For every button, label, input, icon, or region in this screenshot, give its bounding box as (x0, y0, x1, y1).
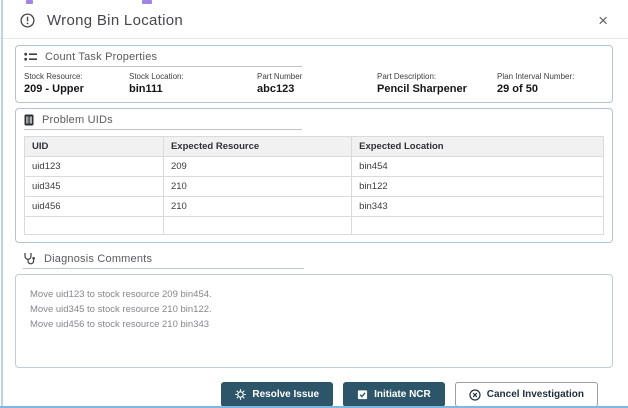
column-header-expected-resource: Expected Resource (162, 136, 353, 157)
table-row: uid123 209 bin454 (24, 156, 604, 177)
cell-uid (24, 216, 164, 235)
dialog-title: Wrong Bin Location (47, 12, 184, 29)
property-plan-interval: Plan Interval Number: 29 of 50 (497, 72, 604, 95)
problem-uids-section: Problem UIDs UID Expected Resource Expec… (15, 108, 613, 243)
initiate-ncr-button[interactable]: Initiate NCR (343, 382, 445, 407)
property-label: Part Description: (377, 72, 437, 81)
column-header-uid: UID (24, 136, 164, 157)
comment-line: Move uid123 to stock resource 209 bin454… (30, 289, 212, 300)
property-value: Pencil Sharpener (377, 83, 467, 95)
close-icon[interactable]: × (598, 11, 608, 30)
cancel-investigation-button[interactable]: Cancel Investigation (454, 382, 598, 407)
clipped-text-fragment (26, 0, 33, 4)
problem-uids-table: UID Expected Resource Expected Location … (24, 136, 604, 235)
section-header: Problem UIDs (24, 114, 303, 130)
property-label: Plan Interval Number: (497, 72, 575, 81)
property-label: Stock Location: (129, 72, 184, 81)
button-label: Resolve Issue (252, 389, 320, 400)
dialog-header: Wrong Bin Location × (0, 0, 628, 39)
cell-expected-resource: 210 (162, 176, 353, 197)
property-label: Part Number (257, 72, 303, 81)
property-value: abc123 (257, 83, 295, 95)
count-task-properties-section: Count Task Properties Stock Resource: 20… (15, 45, 613, 103)
diagnosis-comments-header: Diagnosis Comments (23, 252, 305, 269)
table-row-empty (24, 216, 604, 235)
cell-uid: uid345 (24, 176, 164, 197)
section-header: Count Task Properties (24, 51, 303, 67)
property-part-description: Part Description: Pencil Sharpener (377, 72, 497, 95)
cell-expected-location (351, 216, 604, 235)
section-title: Problem UIDs (42, 114, 113, 126)
checklist-icon (357, 389, 368, 400)
gear-tools-icon (235, 389, 247, 400)
cell-expected-resource: 210 (162, 196, 353, 217)
section-title: Count Task Properties (45, 51, 158, 63)
properties-row: Stock Resource: 209 - Upper Stock Locati… (24, 72, 604, 95)
button-label: Initiate NCR (374, 389, 431, 400)
property-part-number: Part Number abc123 (257, 72, 377, 95)
cell-expected-resource (162, 216, 353, 235)
cancel-circle-icon (469, 388, 481, 401)
property-stock-location: Stock Location: bin111 (129, 72, 257, 95)
section-title: Diagnosis Comments (44, 252, 153, 265)
property-value: 29 of 50 (497, 83, 538, 95)
cell-expected-location: bin343 (351, 196, 604, 217)
comment-line: Move uid345 to stock resource 210 bin122… (30, 304, 212, 315)
window-edge-bottom (0, 406, 628, 408)
cell-expected-resource: 209 (162, 156, 353, 177)
diagnosis-comments-input[interactable]: Move uid123 to stock resource 209 bin454… (15, 274, 613, 368)
button-label: Cancel Investigation (486, 389, 584, 400)
table-header-row: UID Expected Resource Expected Location (24, 136, 604, 157)
column-header-expected-location: Expected Location (351, 136, 604, 157)
clipped-text-fragment (142, 0, 152, 4)
table-row: uid456 210 bin343 (24, 196, 604, 217)
cell-expected-location: bin454 (351, 156, 604, 177)
resolve-issue-button[interactable]: Resolve Issue (221, 382, 334, 407)
comment-line: Move uid456 to stock resource 210 bin343 (30, 319, 210, 330)
cell-uid: uid123 (24, 156, 164, 177)
dialog-footer: Resolve Issue Initiate NCR Cancel Invest… (30, 382, 598, 407)
cell-uid: uid456 (24, 196, 164, 217)
list-icon (24, 52, 37, 63)
property-stock-resource: Stock Resource: 209 - Upper (24, 72, 129, 95)
table-row: uid345 210 bin122 (24, 176, 604, 197)
alert-circle-icon (20, 13, 35, 28)
property-label: Stock Resource: (24, 72, 83, 81)
property-value: bin111 (129, 83, 163, 95)
property-value: 209 - Upper (24, 83, 84, 95)
window-edge-left (1, 0, 3, 406)
dialog-body: Count Task Properties Stock Resource: 20… (0, 39, 628, 407)
stethoscope-icon (23, 252, 36, 265)
cell-expected-location: bin122 (351, 176, 604, 197)
barcode-tag-icon (24, 114, 34, 126)
